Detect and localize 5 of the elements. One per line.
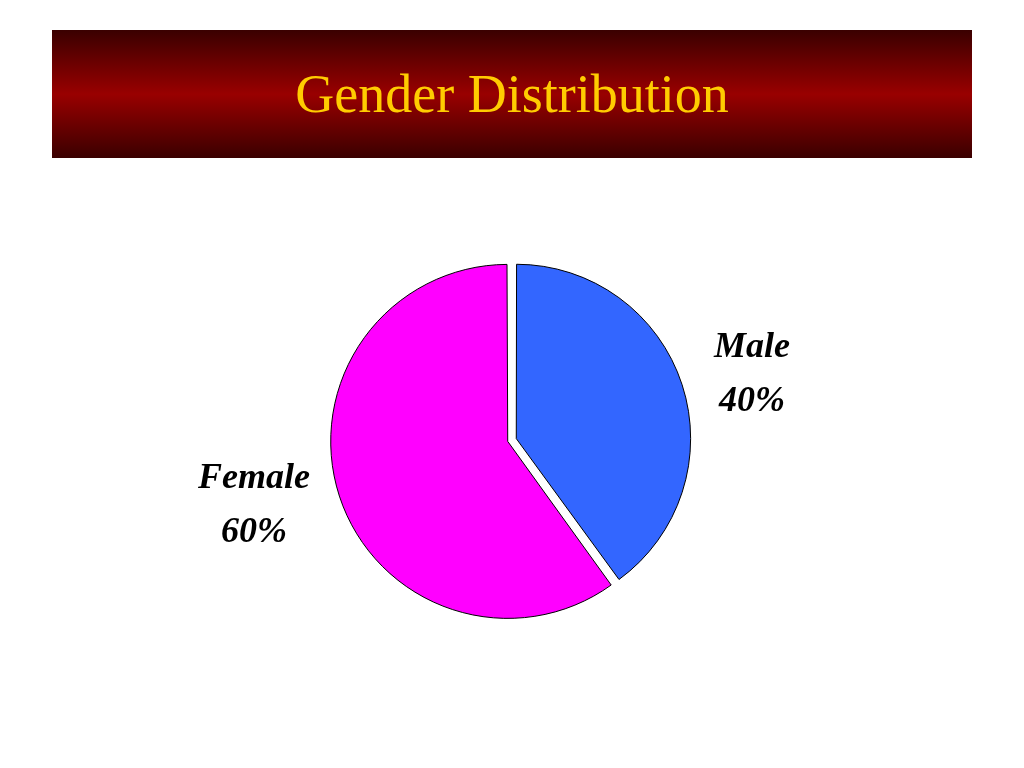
slice-label: Male — [713, 324, 791, 365]
chart-title: Gender Distribution — [52, 30, 972, 158]
data-label: 60% — [220, 509, 287, 550]
data-label: 40% — [718, 378, 786, 419]
slice-label: Female — [196, 455, 310, 496]
